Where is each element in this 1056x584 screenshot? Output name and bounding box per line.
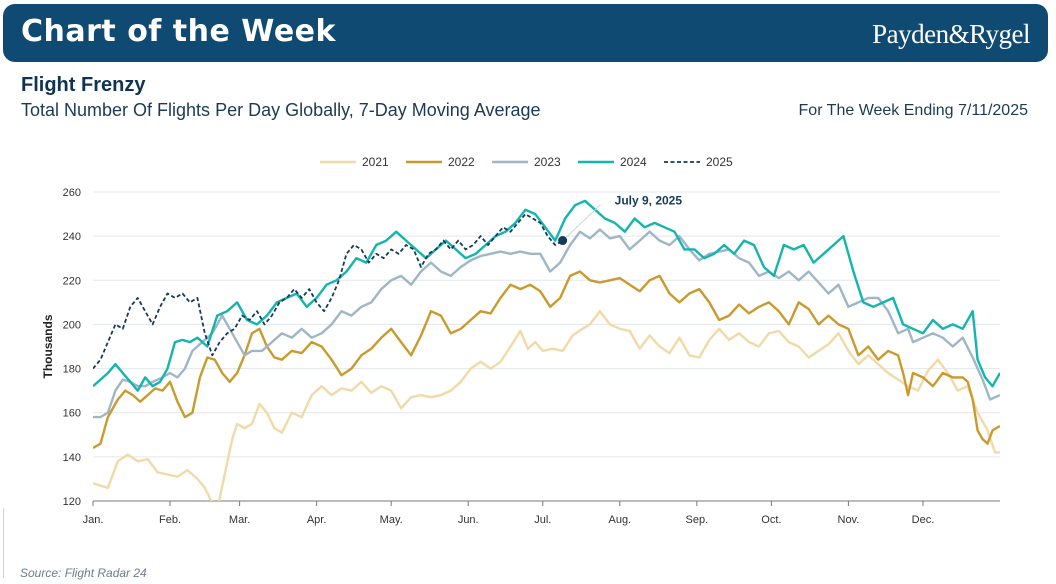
divider-line — [3, 508, 4, 578]
axis-layer: 120 140 160 180 200 220 240 260 Jan. Feb. Mar. Apr.… — [41, 187, 1000, 526]
y-tick-label: 240 — [63, 231, 81, 243]
brand-logo: Payden&Rygel — [872, 19, 1030, 49]
annotation-leader — [562, 204, 601, 241]
series-line-2022 — [93, 270, 1000, 450]
series-line-2023 — [93, 228, 1000, 419]
banner-title: Chart of the Week — [21, 14, 336, 49]
x-tick-label: Apr. — [307, 514, 327, 526]
chart-title: Flight Frenzy — [21, 74, 146, 96]
x-tick-label: Jan. — [83, 514, 104, 526]
annotation-marker — [558, 236, 568, 246]
legend-label: 2021 — [362, 155, 389, 169]
series-line-2025 — [93, 213, 564, 370]
y-tick-label: 220 — [63, 275, 81, 287]
x-tick-label: Aug. — [608, 514, 631, 526]
x-tick-label: Jul. — [534, 514, 551, 526]
chart-subtitle: Total Number Of Flights Per Day Globally… — [21, 100, 541, 120]
y-tick-label: 160 — [63, 408, 81, 420]
legend-label: 2025 — [706, 155, 733, 169]
header-banner: Chart of the Week Payden&Rygel — [3, 4, 1048, 62]
week-ending-label: For The Week Ending 7/11/2025 — [798, 102, 1028, 119]
series-line-2021 — [93, 310, 1000, 501]
x-tick-label: Jun. — [458, 514, 479, 526]
legend: 2021 2022 2023 2024 2025 — [320, 155, 733, 169]
annotation-layer: July 9, 2025 — [558, 194, 682, 246]
x-tick-label: Sep. — [686, 514, 709, 526]
legend-label: 2024 — [620, 155, 647, 169]
x-tick-label: Nov. — [838, 514, 860, 526]
y-tick-label: 200 — [63, 319, 81, 331]
x-tick-label: Mar. — [229, 514, 250, 526]
y-tick-label: 140 — [63, 452, 81, 464]
legend-label: 2022 — [448, 155, 475, 169]
x-tick-label: Dec. — [912, 514, 935, 526]
series-line-2024 — [93, 199, 1000, 392]
y-tick-label: 180 — [63, 364, 81, 376]
series-layer — [93, 199, 1000, 501]
grid-layer — [93, 191, 1000, 458]
annotation-label: July 9, 2025 — [615, 194, 683, 208]
y-tick-label: 120 — [63, 496, 81, 508]
x-tick-label: Oct. — [761, 514, 781, 526]
y-tick-label: 260 — [63, 187, 81, 199]
source-note: Source: Flight Radar 24 — [20, 566, 147, 580]
x-tick-label: May. — [380, 514, 403, 526]
x-tick-label: Feb. — [159, 514, 181, 526]
legend-label: 2023 — [534, 155, 561, 169]
y-axis-label: Thousands — [41, 314, 55, 378]
